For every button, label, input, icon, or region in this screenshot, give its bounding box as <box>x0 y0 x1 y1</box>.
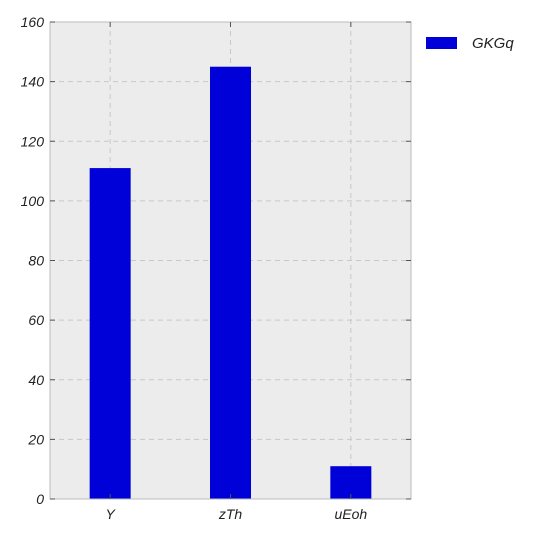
bars <box>89 66 372 500</box>
y-tick-label: 120 <box>21 133 45 149</box>
y-tick-label: 40 <box>28 372 44 388</box>
bar-zTh <box>210 66 251 499</box>
y-tick-label: 20 <box>27 431 44 447</box>
legend-label: GKGq <box>472 35 514 52</box>
y-tick-label: 100 <box>21 193 45 209</box>
y-tick-label: 140 <box>21 74 45 90</box>
x-tick-label: uEoh <box>334 506 367 522</box>
bar-Y <box>89 168 131 500</box>
x-tick-label: zTh <box>218 506 243 522</box>
x-tick-label: Y <box>105 506 116 522</box>
y-tick-label: 160 <box>21 14 45 30</box>
legend-swatch <box>426 37 457 49</box>
y-tick-label: 0 <box>36 491 44 507</box>
y-tick-label: 60 <box>28 312 44 328</box>
y-axis: 0 20 40 60 80 100 120 140 160 <box>21 14 411 507</box>
bar-uEoh <box>330 466 372 499</box>
y-tick-label: 80 <box>28 253 44 269</box>
legend: GKGq <box>426 35 514 52</box>
